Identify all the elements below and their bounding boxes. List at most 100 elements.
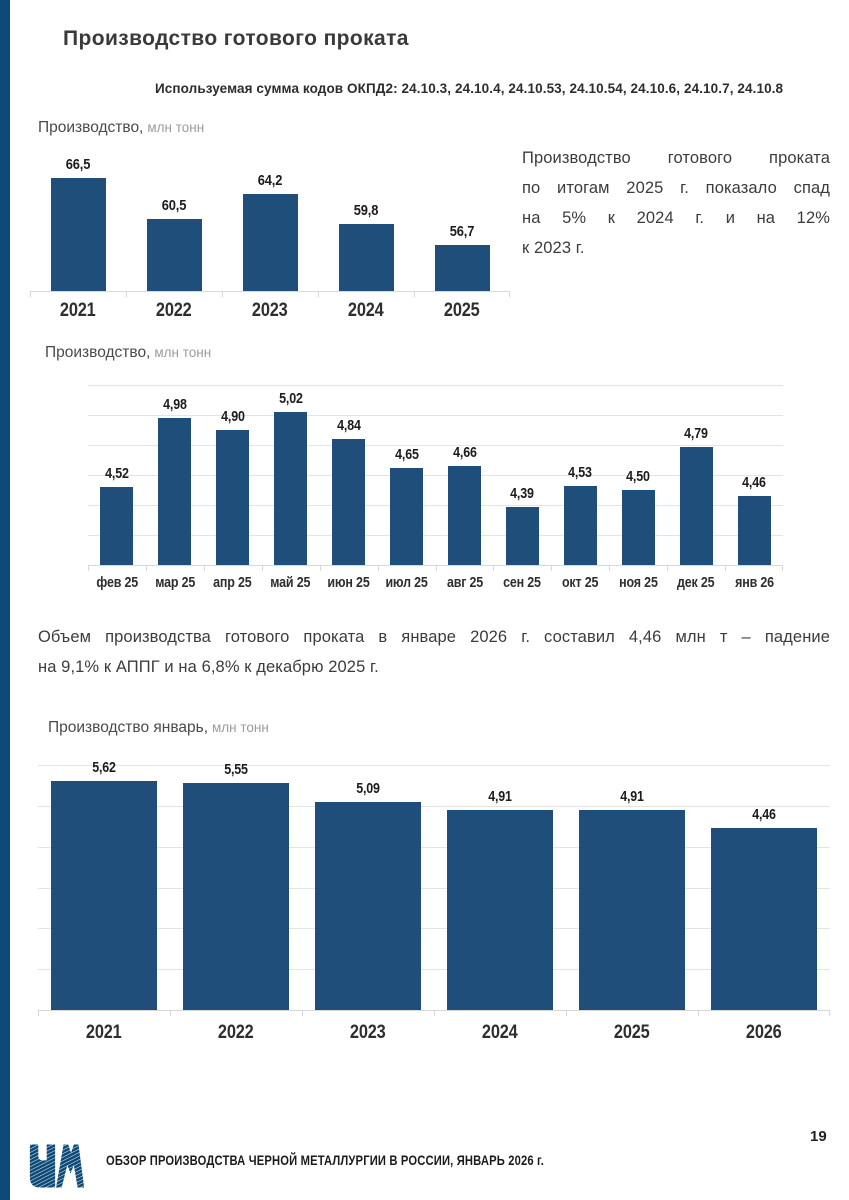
bar-value-label: 4,79 (684, 426, 708, 442)
axis-tick (551, 565, 553, 571)
logo-letter-m (56, 1144, 85, 1188)
x-axis-label: 2021 (30, 300, 126, 322)
x-axis-label: апр 25 (204, 575, 262, 591)
bar-янв 26 (737, 496, 771, 565)
x-axis-label-text: апр 25 (213, 575, 253, 591)
page-number: 19 (810, 1128, 827, 1145)
axis-tick (435, 565, 437, 571)
x-axis-label: 2026 (698, 1022, 830, 1044)
chart-label-january-title: Производство январь, (48, 719, 209, 736)
x-axis-label-text: июн 25 (327, 575, 370, 591)
bar-июл 25 (390, 468, 424, 565)
gridline (38, 765, 830, 766)
bar-value-label: 64,2 (257, 172, 283, 189)
axis-tick (126, 291, 127, 297)
chart-label-january-unit: млн тонн (212, 720, 269, 735)
january-production-chart: 5,62 5,55 5,09 4,91 4,91 4,46 2021 2022 2023 202… (38, 760, 830, 1044)
bar-фев 25 (100, 487, 134, 565)
x-axis-label-text: 2025 (614, 1022, 650, 1043)
x-axis-label-text: 2024 (482, 1022, 518, 1043)
bar-2025 (579, 810, 685, 1010)
bar-2022 (146, 219, 202, 291)
bar-value-label: 4,53 (568, 465, 593, 481)
bar-value-label: 5,55 (224, 762, 248, 778)
bar-2026 (711, 828, 817, 1010)
annotation-line: Производство готового проката (522, 149, 830, 167)
x-axis-label-text: ноя 25 (618, 575, 658, 591)
axis-tick (261, 565, 263, 571)
chart-label-annual: Производство, млн тонн (38, 119, 204, 137)
x-axis-label-text: 2021 (86, 1022, 122, 1043)
axis-tick (782, 565, 783, 571)
bar-2024 (447, 810, 553, 1010)
axis-baseline (30, 291, 510, 292)
okpd2-codes-subtitle: Используемая сумма кодов ОКПД2: 24.10.3,… (155, 81, 784, 96)
x-axis-label: 2021 (38, 1022, 170, 1044)
gridline (88, 505, 783, 507)
x-axis-label-text: 2022 (218, 1022, 254, 1043)
chart-label-annual-unit: млн тонн (147, 120, 205, 135)
page-title: Производство готового проката (63, 27, 409, 51)
monthly-chart-x-axis: фев 25 мар 25 апр 25 май 25 июн 25 июл 25 авг … (88, 575, 783, 591)
bar-мар 25 (158, 418, 192, 565)
bar-value-label: 4,66 (452, 445, 477, 461)
x-axis-label-text: май 25 (270, 575, 311, 591)
axis-tick (414, 291, 415, 297)
gridline (38, 887, 830, 889)
chart-label-monthly-title: Производство, (45, 344, 151, 361)
axis-tick (318, 291, 319, 297)
annual-chart-plot: 66,5 60,5 64,2 59,8 56,7 (30, 140, 510, 297)
x-axis-label-text: окт 25 (562, 575, 599, 591)
x-axis-label-text: июл 25 (385, 575, 428, 591)
x-axis-label: мар 25 (146, 575, 204, 591)
gridline (38, 805, 830, 807)
bar-value-label: 4,50 (626, 469, 650, 485)
gridline (88, 415, 783, 417)
chart-label-monthly: Производство, млн тонн (45, 344, 211, 362)
x-axis-label-text: 2021 (60, 300, 96, 321)
annotation-line: Объем производства готового проката в ян… (38, 628, 830, 646)
bar-value-label: 4,46 (742, 475, 766, 491)
axis-tick (566, 1010, 567, 1016)
x-axis-label-text: 2025 (444, 300, 480, 321)
bar-value-label: 60,5 (161, 197, 187, 214)
gridline (38, 846, 830, 848)
x-axis-label: 2025 (414, 300, 510, 322)
x-axis-label-text: 2026 (746, 1022, 782, 1043)
x-axis-label: 2023 (222, 300, 318, 322)
annotation-january-result: Объем производства готового проката в ян… (38, 622, 830, 682)
x-axis-label-text: 2024 (348, 300, 384, 321)
january-chart-plot: 5,62 5,55 5,09 4,91 4,91 4,46 (38, 760, 830, 1016)
bar-2021 (50, 178, 106, 291)
x-axis-label: июн 25 (320, 575, 378, 591)
annual-chart-x-axis: 2021 2022 2023 2024 2025 (30, 300, 510, 322)
axis-tick (609, 565, 611, 571)
bar-value-label: 4,65 (394, 447, 419, 463)
bar-дек 25 (679, 447, 713, 565)
chart-label-january: Производство январь, млн тонн (48, 719, 269, 737)
x-axis-label-text: янв 26 (734, 575, 774, 591)
bar-value-label: 4,90 (220, 409, 245, 425)
bar-value-label: 5,09 (356, 781, 380, 797)
bar-2023 (315, 802, 421, 1010)
bar-value-label: 4,98 (163, 397, 187, 413)
bar-value-label: 4,52 (105, 466, 129, 482)
x-axis-label-text: мар 25 (154, 575, 195, 591)
bar-value-label: 56,7 (449, 223, 475, 240)
axis-tick (667, 565, 669, 571)
x-axis-label: 2023 (302, 1022, 434, 1044)
bar-2021 (51, 781, 157, 1010)
axis-tick (829, 1010, 830, 1016)
annual-production-chart: 66,5 60,5 64,2 59,8 56,7 2021 2022 2023 2024 202… (30, 140, 510, 322)
axis-tick (302, 1010, 303, 1016)
logo-letter-ch (29, 1144, 56, 1188)
x-axis-label: 2025 (566, 1022, 698, 1044)
x-axis-label: окт 25 (551, 575, 609, 591)
bar-сен 25 (505, 507, 539, 565)
axis-tick (145, 565, 147, 571)
x-axis-label-text: 2022 (156, 300, 192, 321)
axis-tick (203, 565, 205, 571)
axis-tick (30, 291, 31, 297)
gridline (38, 969, 830, 971)
axis-tick (222, 291, 223, 297)
